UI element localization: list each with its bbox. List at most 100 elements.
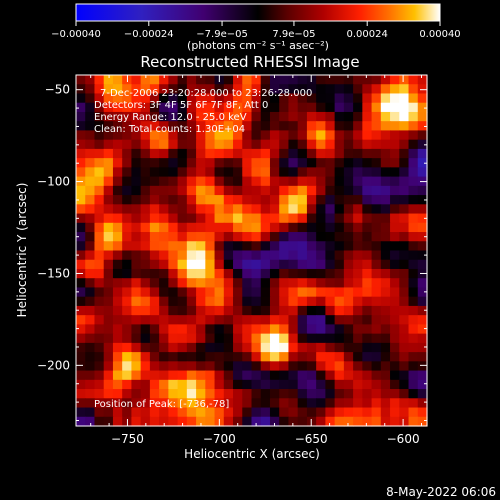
image-cell	[325, 287, 336, 298]
image-cell	[131, 232, 142, 242]
image-cell	[149, 416, 160, 427]
image-cell	[353, 130, 363, 141]
image-cell	[380, 287, 391, 298]
image-cell	[288, 130, 299, 141]
image-cell	[196, 176, 206, 187]
image-cell	[122, 241, 133, 252]
image-cell	[288, 361, 299, 372]
image-cell	[76, 296, 86, 307]
image-cell	[196, 250, 206, 261]
image-cell	[343, 241, 354, 252]
image-cell	[131, 158, 142, 168]
image-cell	[408, 324, 419, 335]
image-cell	[149, 389, 160, 399]
image-cell	[168, 185, 179, 196]
image-cell	[297, 315, 308, 325]
image-cell	[177, 278, 188, 289]
image-cell	[325, 185, 336, 196]
image-cell	[269, 130, 280, 141]
image-cell	[94, 361, 105, 372]
image-cell	[371, 158, 382, 168]
image-cell	[214, 389, 225, 399]
image-cell	[94, 111, 105, 122]
image-cell	[103, 333, 114, 344]
image-cell	[214, 324, 225, 335]
image-cell	[251, 195, 262, 205]
image-cell	[399, 342, 410, 353]
image-cell	[112, 379, 123, 390]
image-cell	[186, 204, 197, 215]
image-cell	[131, 102, 142, 113]
image-cell	[417, 204, 428, 215]
image-cell	[112, 232, 123, 242]
image-cell	[103, 204, 114, 215]
image-cell	[417, 361, 428, 372]
image-cell	[131, 204, 142, 215]
image-cell	[233, 213, 243, 224]
image-cell	[122, 342, 133, 353]
image-cell	[260, 268, 271, 279]
image-cell	[223, 407, 234, 418]
image-cell	[297, 370, 308, 381]
image-cell	[353, 93, 363, 104]
image-cell	[251, 315, 262, 325]
image-cell	[417, 213, 428, 224]
image-cell	[103, 241, 114, 252]
image-cell	[399, 379, 410, 390]
image-cell	[196, 287, 206, 298]
image-cell	[76, 222, 86, 233]
image-cell	[85, 204, 96, 215]
image-cell	[112, 185, 123, 196]
image-cell	[390, 361, 400, 372]
image-cell	[103, 296, 114, 307]
image-cell	[233, 241, 243, 252]
image-cell	[288, 148, 299, 159]
image-cell	[131, 213, 142, 224]
x-axis-ticks	[90, 75, 422, 426]
x-tick-label: −600	[387, 432, 420, 446]
image-cell	[316, 93, 326, 104]
image-cell	[362, 139, 373, 150]
image-cell	[325, 130, 336, 141]
image-cell	[390, 84, 400, 95]
image-cell	[269, 111, 280, 122]
image-cell	[140, 111, 151, 122]
image-cell	[223, 259, 234, 270]
image-cell	[140, 389, 151, 399]
image-cell	[196, 84, 206, 95]
image-cell	[325, 361, 336, 372]
image-cell	[233, 130, 243, 141]
image-cell	[390, 204, 400, 215]
image-cell	[140, 75, 151, 85]
image-cell	[122, 305, 133, 316]
image-cell	[417, 111, 428, 122]
image-cell	[177, 75, 188, 85]
image-cell	[94, 352, 105, 362]
image-cell	[149, 398, 160, 409]
image-cell	[103, 416, 114, 427]
image-cell	[269, 84, 280, 95]
image-cell	[362, 158, 373, 168]
image-cell	[186, 185, 197, 196]
image-cell	[85, 333, 96, 344]
image-cell	[140, 102, 151, 113]
image-cell	[177, 315, 188, 325]
image-cell	[205, 139, 216, 150]
image-cell	[399, 241, 410, 252]
image-cell	[214, 176, 225, 187]
image-cell	[408, 407, 419, 418]
image-cell	[399, 84, 410, 95]
image-cell	[168, 167, 179, 178]
image-cell	[279, 342, 290, 353]
image-cell	[103, 185, 114, 196]
image-cell	[205, 222, 216, 233]
image-cell	[122, 176, 133, 187]
image-cell	[159, 232, 169, 242]
image-cell	[297, 93, 308, 104]
image-cell	[214, 352, 225, 362]
image-cell	[159, 333, 169, 344]
image-cell	[168, 389, 179, 399]
image-cell	[112, 259, 123, 270]
image-cell	[112, 315, 123, 325]
image-cell	[168, 111, 179, 122]
